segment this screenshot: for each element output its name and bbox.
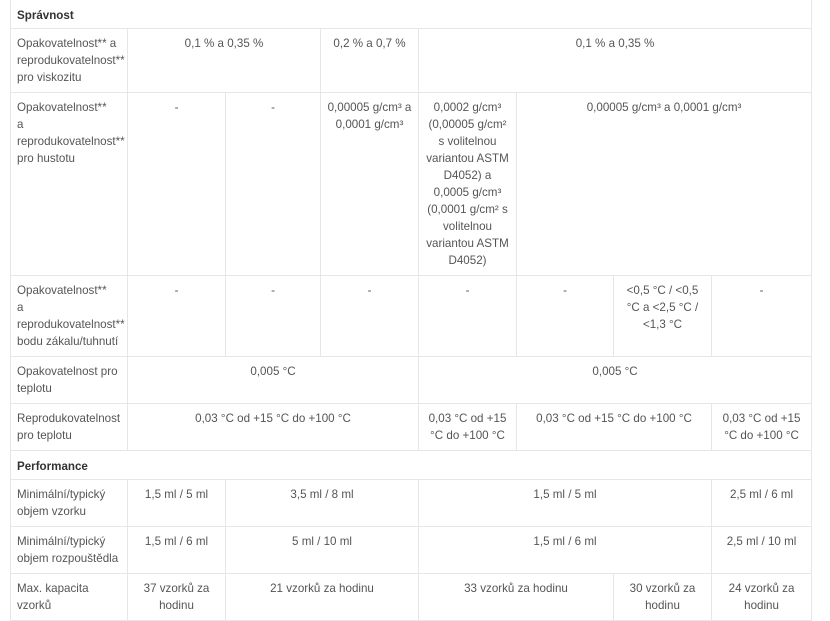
section-header-row: Správnost xyxy=(9,0,813,29)
label-line: bodu zákalu/tuhnutí xyxy=(17,335,119,348)
table-cell: 2,5 ml / 10 ml xyxy=(710,526,813,574)
row-label: Minimální/typický objem vzorku xyxy=(10,479,128,527)
table-cell: 0,03 °C od +15 °C do +100 °C xyxy=(127,403,419,451)
cell-line: (0,0001 g/cm² s volitelnou variantou AST… xyxy=(426,203,509,267)
table-row: Minimální/typický objem rozpouštědla 1,5… xyxy=(10,526,813,574)
cell-line: 0,0002 g/cm³ (0,00005 g/cm² s volitelnou… xyxy=(426,101,509,199)
section-header-row: Performance xyxy=(9,450,813,480)
table-cell: - xyxy=(418,275,517,357)
label-line: reprodukovatelnost** xyxy=(17,135,125,148)
table-cell: - xyxy=(225,92,321,276)
table-cell: 0,2 % a 0,7 % xyxy=(320,28,419,93)
table-cell: 0,1 % a 0,35 % xyxy=(127,28,321,93)
label-line: a xyxy=(17,301,24,314)
table-row: Max. kapacita vzorků 37 vzorků za hodinu… xyxy=(10,573,813,621)
table-row: Opakovatelnost** a reprodukovatelnost** pro… xyxy=(10,92,813,276)
row-label: Minimální/typický objem rozpouštědla xyxy=(10,526,128,574)
table-cell: - xyxy=(127,92,226,276)
table-cell: 24 vzorků za hodinu xyxy=(710,573,813,621)
row-label: Opakovatelnost** a reprodukovatelnost** … xyxy=(10,28,128,93)
table-cell: 0,03 °C od +15 °C do +100 °C xyxy=(516,403,712,451)
row-label: Opakovatelnost** a reprodukovatelnost** bod… xyxy=(10,275,128,357)
label-line: reprodukovatelnost** xyxy=(17,318,125,331)
section-title: Performance xyxy=(9,450,813,480)
table-cell: <0,5 °C / <0,5 °C a <2,5 °C / <1,3 °C xyxy=(613,275,712,357)
row-label: Max. kapacita vzorků xyxy=(10,573,128,621)
table-cell: - xyxy=(225,275,321,357)
table-cell: - xyxy=(710,275,813,357)
table-cell: 0,00005 g/cm³ a 0,0001 g/cm³ xyxy=(515,92,813,276)
table-row: Reprodukovatelnost pro teplotu 0,03 °C o… xyxy=(10,403,813,451)
table-cell: 37 vzorků za hodinu xyxy=(127,573,226,621)
table-cell: 1,5 ml / 6 ml xyxy=(127,526,226,574)
table-row: Opakovatelnost** a reprodukovatelnost** … xyxy=(10,28,813,93)
table-cell: 30 vzorků za hodinu xyxy=(613,573,712,621)
table-cell: 5 ml / 10 ml xyxy=(225,526,419,574)
table-cell: 3,5 ml / 8 ml xyxy=(225,479,419,527)
table-cell: 0,00005 g/cm³ a 0,0001 g/cm³ xyxy=(320,92,419,276)
table-cell: 1,5 ml / 5 ml xyxy=(127,479,226,527)
table-cell: 0,005 °C xyxy=(127,356,419,404)
label-line: Opakovatelnost** xyxy=(17,284,107,297)
table-row: Minimální/typický objem vzorku 1,5 ml / … xyxy=(10,479,813,527)
row-label: Reprodukovatelnost pro teplotu xyxy=(10,403,128,451)
row-label: Opakovatelnost pro teplotu xyxy=(10,356,128,404)
specs-table: Správnost Opakovatelnost** a reprodukova… xyxy=(9,0,813,621)
table-cell: - xyxy=(127,275,226,357)
table-cell: 0,03 °C od +15 °C do +100 °C xyxy=(710,403,813,451)
table-cell: 0,03 °C od +15 °C do +100 °C xyxy=(418,403,517,451)
table-cell: 1,5 ml / 5 ml xyxy=(418,479,712,527)
table-row: Opakovatelnost pro teplotu 0,005 °C 0,00… xyxy=(10,356,813,404)
table-cell: 33 vzorků za hodinu xyxy=(418,573,614,621)
table-cell: 0,005 °C xyxy=(417,356,813,404)
table-cell: 0,0002 g/cm³ (0,00005 g/cm² s volitelnou… xyxy=(418,92,517,276)
label-line: Opakovatelnost** xyxy=(17,101,107,114)
table-cell: 21 vzorků za hodinu xyxy=(225,573,419,621)
table-cell: 0,1 % a 0,35 % xyxy=(417,28,813,93)
table-cell: 2,5 ml / 6 ml xyxy=(710,479,813,527)
table-cell: - xyxy=(516,275,614,357)
table-cell: 1,5 ml / 6 ml xyxy=(418,526,712,574)
table-cell: - xyxy=(320,275,419,357)
label-line: a xyxy=(17,118,24,131)
table-row: Opakovatelnost** a reprodukovatelnost** bod… xyxy=(10,275,813,357)
section-title: Správnost xyxy=(9,0,813,29)
label-line: pro hustotu xyxy=(17,152,76,165)
row-label: Opakovatelnost** a reprodukovatelnost** pro… xyxy=(10,92,128,276)
